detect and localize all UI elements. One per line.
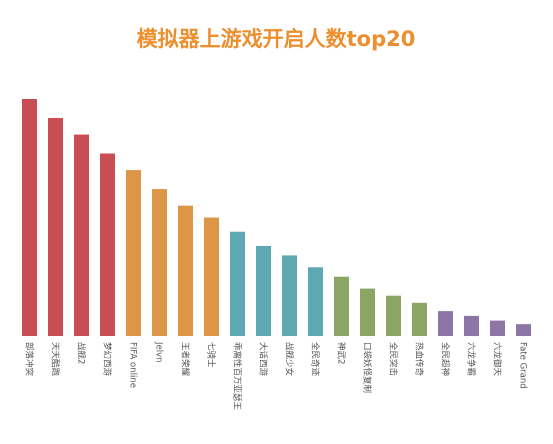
tick-label-13: 口袋妖怪复制: [362, 342, 373, 393]
tick-label-11: 全民奇迹: [310, 342, 321, 377]
bar-19: [516, 324, 531, 336]
bar-5: [152, 189, 167, 336]
bar-15: [412, 302, 427, 336]
tick-label-1: 天天酷跑: [50, 342, 61, 377]
tick-label-16: 全民超神: [440, 342, 451, 376]
tick-label-10: 战舰少女: [284, 342, 295, 377]
bar-14: [386, 295, 401, 336]
bar-1: [48, 117, 63, 337]
tick-label-0: 部落冲突: [24, 342, 35, 377]
bar-6: [178, 205, 193, 336]
bar-18: [490, 320, 505, 336]
tick-label-18: 六龙御天: [492, 342, 503, 377]
tick-label-15: 热血传奇: [414, 342, 425, 377]
bar-11: [308, 267, 323, 336]
bar-12: [334, 276, 349, 336]
tick-label-12: 神武2: [336, 342, 347, 364]
bar-17: [464, 315, 479, 336]
tick-label-17: 六龙争霸: [466, 342, 477, 376]
bar-0: [22, 99, 37, 336]
bar-4: [126, 170, 141, 336]
bar-7: [204, 217, 219, 336]
tick-label-5: Jelvn: [154, 341, 164, 363]
tick-label-6: 王者荣耀: [180, 342, 191, 377]
tick-label-14: 全民突击: [388, 342, 399, 376]
tick-label-3: 梦幻西游: [102, 342, 113, 377]
tick-label-7: 七骑士: [206, 342, 217, 368]
bar-9: [256, 245, 271, 336]
tick-label-4: FIFA online: [128, 342, 138, 388]
bar-10: [282, 255, 297, 336]
bar-2: [74, 134, 89, 336]
tick-label-19: Fate Grand: [518, 342, 528, 389]
bars-group: [22, 99, 531, 337]
bar-3: [100, 153, 115, 336]
tick-label-9: 大话西游: [258, 342, 269, 377]
tick-label-2: 战舰2: [76, 342, 87, 364]
tick-label-8: 乖离性百万亚瑟王: [232, 342, 243, 411]
chart-title: 模拟器上游戏开启人数top20: [137, 27, 416, 51]
bar-16: [438, 311, 453, 336]
tick-labels-group: 部落冲突 天天酷跑 战舰2 梦幻西游 FIFA online Jelvn 王者荣耀 七骑士 乖离…: [24, 341, 528, 411]
bar-8: [230, 231, 245, 336]
bar-13: [360, 288, 375, 336]
